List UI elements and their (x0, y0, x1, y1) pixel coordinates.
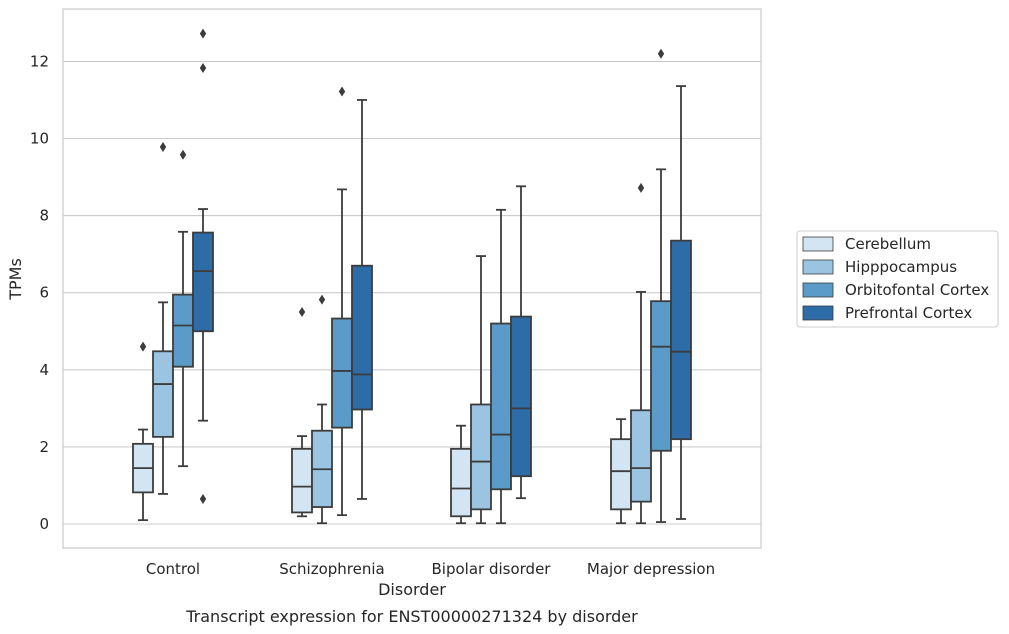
outlier-1 (139, 341, 147, 352)
box-iqr (610, 438, 632, 511)
box-iqr (291, 447, 313, 514)
legend-swatch-4 (802, 305, 834, 321)
y-axis-title: TPMs (6, 258, 25, 301)
plot-background (63, 9, 761, 548)
outlier-1 (637, 182, 645, 193)
outlier-1 (338, 86, 346, 97)
legend: Cerebellum Hipppocampus Orbitofontal Corte… (796, 230, 999, 328)
outlier-1 (298, 306, 306, 317)
x-tick-label-2: Schizophrenia (279, 560, 384, 578)
outlier-1 (657, 48, 665, 59)
box-iqr (331, 317, 353, 429)
box-2-2 (311, 294, 333, 525)
box-iqr (450, 447, 472, 518)
box-4-4 (670, 85, 692, 520)
chart-caption: Transcript expression for ENST0000027132… (185, 607, 638, 626)
gridlines (63, 60, 761, 525)
y-tick-label-8: 8 (39, 207, 49, 225)
box-iqr (670, 239, 692, 441)
box-4-3 (510, 185, 532, 500)
box-3-3 (490, 208, 512, 525)
legend-label-4: Prefrontal Cortex (845, 304, 972, 322)
legend-swatch-2 (802, 259, 834, 275)
legend-swatch-1 (802, 236, 834, 252)
box-3-1 (172, 149, 194, 468)
legend-label-3: Orbitofontal Cortex (845, 281, 989, 299)
box-iqr (192, 231, 214, 333)
x-tick-label-1: Control (146, 560, 200, 578)
y-tick-label-4: 4 (39, 361, 49, 379)
box-iqr (630, 409, 652, 503)
legend-frame (796, 230, 999, 328)
x-tick-label-4: Major depression (587, 560, 715, 578)
box-iqr (152, 350, 174, 438)
box-iqr (650, 300, 672, 452)
outlier-1 (159, 141, 167, 152)
outlier-3 (199, 28, 207, 39)
y-tick-label-2: 2 (39, 438, 49, 456)
outlier-2 (199, 62, 207, 73)
outlier-1 (318, 294, 326, 305)
box-1-1 (132, 341, 154, 522)
box-iqr (172, 293, 194, 368)
box-3-2 (331, 86, 353, 517)
x-axis-title: Disorder (378, 580, 446, 599)
box-2-4 (630, 182, 652, 525)
x-axis: Control Schizophrenia Bipolar disorder Majo… (146, 560, 715, 578)
plot-frame (62, 8, 762, 549)
box-2-3 (470, 255, 492, 525)
legend-swatch-3 (802, 282, 834, 298)
y-tick-label-6: 6 (39, 284, 49, 302)
box-2-1 (152, 141, 174, 495)
y-tick-label-10: 10 (30, 130, 49, 148)
x-tick-label-3: Bipolar disorder (432, 560, 552, 578)
box-plot-area (132, 28, 692, 525)
legend-label-1: Cerebellum (845, 235, 931, 253)
box-iqr (490, 322, 512, 491)
box-4-1 (192, 28, 214, 504)
box-iqr (470, 403, 492, 511)
box-iqr (351, 264, 373, 411)
y-tick-label-0: 0 (39, 515, 49, 533)
legend-label-2: Hipppocampus (845, 258, 957, 276)
box-iqr (510, 315, 532, 478)
outlier-1 (199, 493, 207, 504)
box-4-2 (351, 99, 373, 500)
y-tick-label-12: 12 (30, 52, 49, 70)
y-axis: 0 2 4 6 8 10 12 (30, 52, 49, 533)
outlier-1 (179, 149, 187, 160)
